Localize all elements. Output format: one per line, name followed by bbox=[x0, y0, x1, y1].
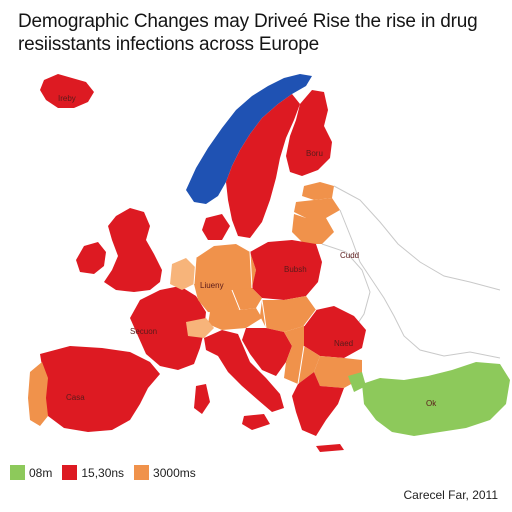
country-borders bbox=[193, 251, 317, 385]
title-line-2: resiisstants infections across Europe bbox=[18, 34, 319, 55]
region-portugal bbox=[28, 362, 48, 426]
label-uk: Secuon bbox=[130, 327, 157, 336]
credit-text: Carecel Far, 2011 bbox=[403, 488, 499, 502]
region-crete bbox=[316, 444, 344, 452]
legend-label-green: 08m bbox=[29, 465, 53, 480]
legend-swatch-green bbox=[10, 465, 25, 480]
region-balkans bbox=[242, 328, 292, 376]
title-line-1: Demographic Changes may Driveé Rise the … bbox=[18, 11, 478, 32]
region-ireland bbox=[76, 242, 106, 274]
region-norway bbox=[186, 74, 312, 204]
region-turkey bbox=[362, 362, 510, 436]
region-uk bbox=[104, 208, 162, 292]
legend-item-orange: 3000ms bbox=[134, 465, 196, 480]
region-estonia bbox=[302, 182, 334, 200]
label-russia: Cudd bbox=[340, 251, 359, 260]
legend-label-red: 15,30ns bbox=[81, 465, 125, 480]
region-serbia bbox=[284, 326, 320, 384]
legend-swatch-red bbox=[62, 465, 78, 480]
region-sweden bbox=[226, 94, 300, 238]
region-austria bbox=[208, 304, 262, 330]
map-title: Demographic Changes may Driveé Rise the … bbox=[18, 10, 498, 56]
label-turkey: Ok bbox=[426, 399, 437, 408]
region-czechia bbox=[228, 288, 262, 310]
region-finland bbox=[286, 90, 332, 176]
legend-item-red: 15,30ns bbox=[62, 465, 124, 480]
legend-label-orange: 3000ms bbox=[153, 465, 196, 480]
region-romania bbox=[304, 306, 366, 358]
region-spain bbox=[40, 346, 160, 432]
region-switzerland bbox=[186, 318, 214, 338]
label-romania: Naed bbox=[334, 339, 353, 348]
map-legend: 08m 15,30ns 3000ms bbox=[10, 465, 206, 480]
legend-item-green: 08m bbox=[10, 465, 52, 480]
region-latvia bbox=[294, 198, 340, 218]
region-sardinia bbox=[194, 384, 210, 414]
region-russia-outline bbox=[333, 185, 501, 359]
label-iceland: Ireby bbox=[58, 94, 76, 103]
region-france bbox=[130, 286, 206, 370]
legend-swatch-orange bbox=[134, 465, 150, 480]
region-iceland bbox=[40, 74, 94, 108]
region-turkey-thrace bbox=[348, 372, 366, 392]
label-spain: Casa bbox=[66, 393, 85, 402]
region-lithuania bbox=[292, 214, 334, 244]
region-sicily bbox=[242, 414, 270, 430]
region-hungary bbox=[260, 296, 316, 332]
region-italy bbox=[204, 330, 284, 412]
label-poland: Bubsh bbox=[284, 265, 307, 274]
region-benelux bbox=[170, 258, 196, 290]
label-germany: Liueny bbox=[200, 281, 224, 290]
region-greece bbox=[292, 372, 344, 436]
label-finland: Boru bbox=[306, 149, 323, 158]
region-denmark bbox=[202, 214, 230, 240]
region-poland bbox=[250, 240, 322, 300]
